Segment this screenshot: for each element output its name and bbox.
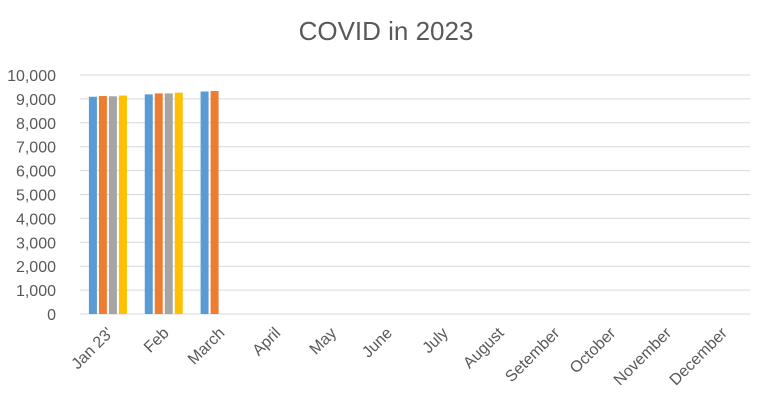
x-tick-label: May: [307, 325, 340, 358]
y-tick-label: 7,000: [16, 140, 56, 157]
x-tick-label: August: [460, 324, 508, 372]
x-tick-label: November: [611, 324, 676, 389]
gridlines: [80, 74, 750, 315]
y-tick-label: 2,000: [16, 259, 56, 276]
y-tick-label: 4,000: [16, 211, 56, 228]
y-tick-label: 6,000: [16, 164, 56, 181]
y-tick-label: 0: [47, 307, 56, 324]
chart-title: COVID in 2023: [299, 16, 474, 46]
y-tick-label: 3,000: [16, 235, 56, 252]
bar: [174, 92, 183, 314]
bar: [144, 94, 153, 314]
x-tick-label: Feb: [141, 325, 173, 357]
y-tick-label: 1,000: [16, 283, 56, 300]
y-tick-label: 10,000: [7, 68, 56, 85]
y-tick-label: 5,000: [16, 188, 56, 205]
x-tick-label: October: [567, 324, 620, 377]
x-tick-label: December: [667, 324, 732, 389]
x-axis: Jan 23' Feb March April May June July AugustSet…: [69, 324, 732, 389]
bar: [88, 96, 97, 315]
x-tick-label: Jan 23': [69, 325, 117, 373]
bar: [118, 95, 127, 314]
bar: [98, 96, 107, 314]
bar: [210, 91, 219, 314]
x-tick-label: July: [420, 325, 452, 357]
bar: [164, 93, 173, 314]
x-tick-label: April: [250, 325, 285, 360]
bar: [154, 93, 163, 314]
y-tick-label: 8,000: [16, 116, 56, 133]
bar: [200, 91, 209, 314]
bar: [108, 96, 117, 314]
x-tick-label: June: [359, 325, 396, 362]
bars: [88, 91, 219, 315]
x-tick-label: Setember: [502, 324, 564, 386]
y-axis: 0 1,000 2,000 3,000 4,000 5,000 6,000 7,000 8,00…: [7, 68, 56, 324]
y-tick-label: 9,000: [16, 92, 56, 109]
x-tick-label: March: [185, 325, 228, 368]
